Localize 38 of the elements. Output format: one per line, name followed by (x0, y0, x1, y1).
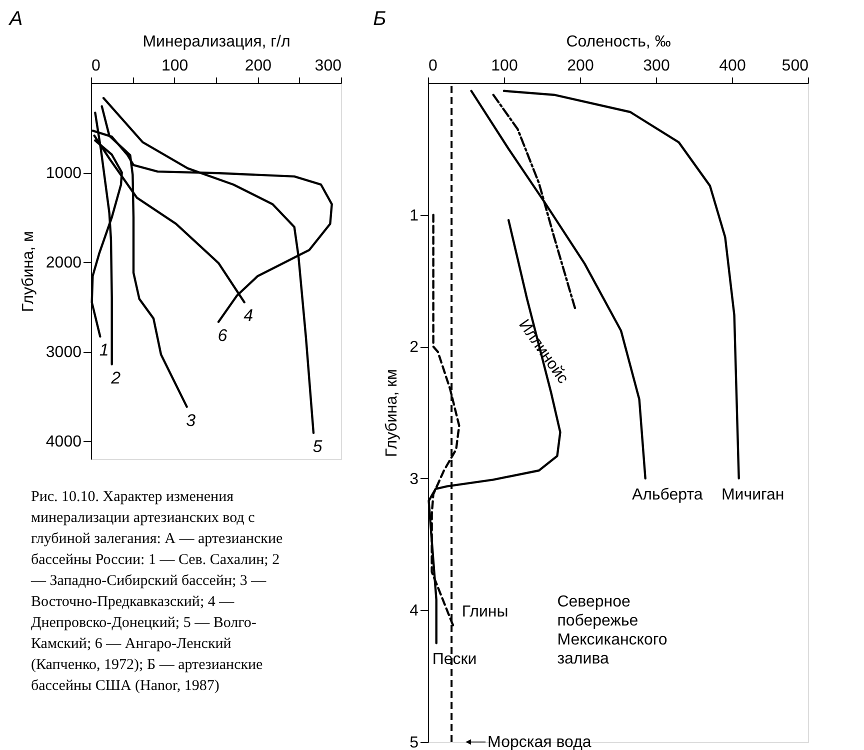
x-tick-label: 200 (244, 58, 272, 74)
x-tick-label: 500 (782, 58, 809, 74)
chart-title: Б (373, 8, 386, 30)
series-label: 2 (110, 368, 122, 388)
y-tick-label: 1 (410, 207, 419, 224)
series-label: Мичиган (721, 486, 784, 504)
y-tick-label: 3000 (46, 344, 82, 362)
x-tick-label: 0 (92, 58, 100, 74)
series-label: Альберта (632, 486, 703, 504)
x-tick-label: 100 (161, 58, 188, 74)
x-tick-label: 400 (719, 58, 746, 74)
text: Рис. 10.10. Характер изменения минерализации артезианских вод с глубиной залегания: А — артезианские бассейны России: 1 — Сев. Сахалин; 2 — Западно-Сибирский бассейн; 3 — Восточно-Предкавказский; 4 — Днепровско-Донецкий; 5 — Волго-Камский; 6 — Ангаро-Ленский (Капченко, 1972); Б — артезианские бассейны США (Hanor, 1987) (31, 489, 283, 694)
y-tick-label: 2000 (46, 254, 82, 272)
x-tick-label: 200 (567, 58, 594, 74)
x-axis-title: Соленость, ‰ (566, 34, 671, 50)
y-tick-label: 3 (410, 470, 419, 488)
x-tick-label: 0 (428, 58, 438, 74)
series-label: Пески (432, 651, 477, 668)
series-label: 5 (312, 436, 323, 456)
series-label: 6 (218, 326, 228, 345)
x-axis-title: Минерализация, г/л (142, 34, 290, 50)
y-tick-label: 4000 (46, 434, 82, 451)
x-tick-label: 300 (314, 58, 342, 74)
y-tick-label: 1000 (46, 165, 82, 182)
series-label: 3 (186, 410, 196, 430)
y-axis-title: Глубина, м (20, 230, 37, 312)
series-label: 1 (99, 340, 109, 360)
series-label: 4 (244, 306, 254, 326)
ref-line-label: Морская вода (488, 734, 592, 750)
x-tick-label: 100 (491, 58, 518, 74)
y-tick-label: 5 (410, 734, 419, 750)
series-label: Глины (462, 603, 508, 620)
x-tick-label: 300 (643, 58, 670, 74)
y-axis-title: Глубина, км (384, 368, 401, 458)
annotation: Северное побережье Мексиканского залива (557, 594, 668, 668)
y-tick-label: 4 (410, 602, 419, 620)
chart-title: А (8, 8, 23, 30)
y-tick-label: 2 (410, 339, 419, 356)
